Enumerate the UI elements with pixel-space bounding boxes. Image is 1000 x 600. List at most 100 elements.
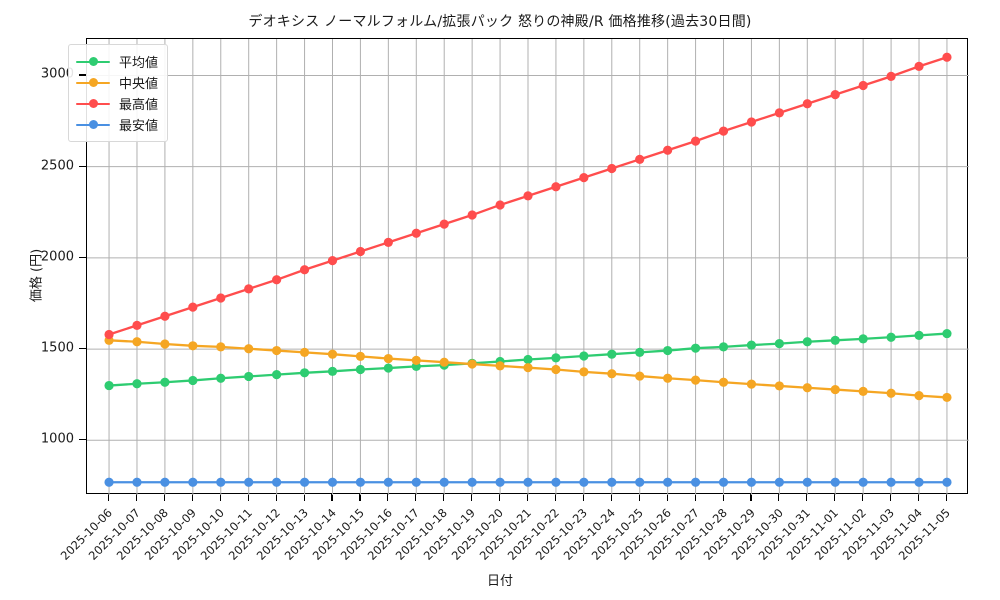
data-point-marker[interactable] (439, 477, 449, 487)
data-point-marker[interactable] (579, 173, 589, 183)
data-point-marker[interactable] (327, 477, 338, 487)
data-point-marker[interactable] (132, 337, 142, 347)
data-point-marker[interactable] (607, 369, 617, 379)
data-point-marker[interactable] (523, 477, 533, 487)
data-point-marker[interactable] (383, 237, 393, 247)
data-point-marker[interactable] (858, 334, 868, 344)
data-point-marker[interactable] (774, 339, 784, 349)
data-point-marker[interactable] (746, 117, 757, 127)
data-point-marker[interactable] (802, 337, 812, 347)
data-point-marker[interactable] (942, 52, 952, 62)
data-point-marker[interactable] (104, 380, 114, 391)
data-point-marker[interactable] (746, 477, 757, 487)
data-point-marker[interactable] (411, 228, 421, 238)
data-point-marker[interactable] (216, 342, 226, 352)
data-point-marker[interactable] (467, 210, 477, 220)
data-point-marker[interactable] (635, 154, 645, 164)
data-point-marker[interactable] (774, 381, 784, 391)
data-point-marker[interactable] (244, 344, 254, 354)
data-point-marker[interactable] (160, 339, 170, 349)
data-point-marker[interactable] (188, 477, 198, 487)
data-point-marker[interactable] (188, 302, 198, 312)
data-point-marker[interactable] (299, 368, 310, 378)
data-point-marker[interactable] (607, 477, 617, 487)
data-point-marker[interactable] (132, 379, 142, 389)
data-point-marker[interactable] (467, 477, 477, 487)
data-point-marker[interactable] (635, 347, 645, 357)
data-point-marker[interactable] (830, 384, 840, 395)
data-point-marker[interactable] (439, 219, 449, 229)
data-point-marker[interactable] (718, 126, 729, 136)
data-point-marker[interactable] (523, 191, 533, 201)
data-point-marker[interactable] (383, 477, 393, 487)
data-point-marker[interactable] (718, 477, 729, 487)
legend-item-0[interactable]: 平均値 (76, 51, 158, 72)
data-point-marker[interactable] (886, 332, 896, 342)
data-point-marker[interactable] (272, 370, 282, 380)
data-point-marker[interactable] (495, 361, 505, 371)
data-point-marker[interactable] (886, 388, 896, 398)
data-point-marker[interactable] (914, 390, 924, 401)
data-point-marker[interactable] (355, 477, 366, 487)
data-point-marker[interactable] (216, 373, 226, 383)
data-point-marker[interactable] (942, 477, 952, 487)
data-point-marker[interactable] (523, 363, 533, 373)
data-point-marker[interactable] (272, 345, 282, 356)
data-point-marker[interactable] (830, 90, 840, 100)
data-point-marker[interactable] (551, 182, 561, 192)
data-point-marker[interactable] (160, 377, 170, 387)
data-point-marker[interactable] (886, 477, 896, 487)
data-point-marker[interactable] (104, 477, 114, 487)
data-point-marker[interactable] (942, 328, 952, 339)
data-point-marker[interactable] (383, 353, 393, 364)
data-point-marker[interactable] (355, 246, 366, 257)
data-point-marker[interactable] (327, 349, 338, 359)
data-point-marker[interactable] (411, 477, 421, 487)
data-point-marker[interactable] (579, 351, 589, 361)
data-point-marker[interactable] (495, 477, 505, 487)
data-point-marker[interactable] (858, 386, 868, 396)
data-point-marker[interactable] (188, 375, 198, 386)
data-point-marker[interactable] (579, 477, 589, 487)
data-point-marker[interactable] (607, 163, 617, 174)
data-point-marker[interactable] (272, 477, 282, 487)
data-point-marker[interactable] (160, 477, 170, 487)
legend-item-2[interactable]: 最高値 (76, 93, 158, 114)
legend-item-1[interactable]: 中央値 (76, 72, 158, 93)
data-point-marker[interactable] (663, 145, 673, 155)
data-point-marker[interactable] (523, 354, 533, 365)
data-point-marker[interactable] (746, 340, 757, 350)
data-point-marker[interactable] (607, 349, 617, 359)
data-point-marker[interactable] (188, 341, 198, 351)
data-point-marker[interactable] (551, 353, 561, 363)
data-point-marker[interactable] (830, 477, 840, 487)
data-point-marker[interactable] (216, 293, 226, 303)
data-point-marker[interactable] (774, 108, 784, 118)
data-point-marker[interactable] (355, 364, 366, 375)
data-point-marker[interactable] (160, 311, 170, 321)
data-point-marker[interactable] (579, 367, 589, 377)
data-point-marker[interactable] (327, 256, 338, 266)
data-point-marker[interactable] (802, 477, 812, 487)
data-point-marker[interactable] (914, 61, 924, 71)
data-point-marker[interactable] (299, 347, 310, 357)
data-point-marker[interactable] (690, 375, 701, 385)
data-point-marker[interactable] (802, 383, 812, 393)
data-point-marker[interactable] (914, 330, 924, 340)
data-point-marker[interactable] (914, 477, 924, 487)
data-point-marker[interactable] (690, 477, 701, 487)
data-point-marker[interactable] (663, 373, 673, 383)
data-point-marker[interactable] (886, 71, 896, 81)
data-point-marker[interactable] (690, 343, 701, 353)
data-point-marker[interactable] (635, 371, 645, 381)
data-point-marker[interactable] (718, 377, 729, 387)
data-point-marker[interactable] (467, 359, 477, 369)
data-point-marker[interactable] (663, 477, 673, 487)
data-point-marker[interactable] (132, 477, 142, 487)
data-point-marker[interactable] (216, 477, 226, 487)
data-point-marker[interactable] (327, 366, 338, 376)
data-point-marker[interactable] (411, 355, 421, 365)
data-point-marker[interactable] (690, 136, 701, 146)
data-point-marker[interactable] (858, 477, 868, 487)
data-point-marker[interactable] (858, 80, 868, 91)
